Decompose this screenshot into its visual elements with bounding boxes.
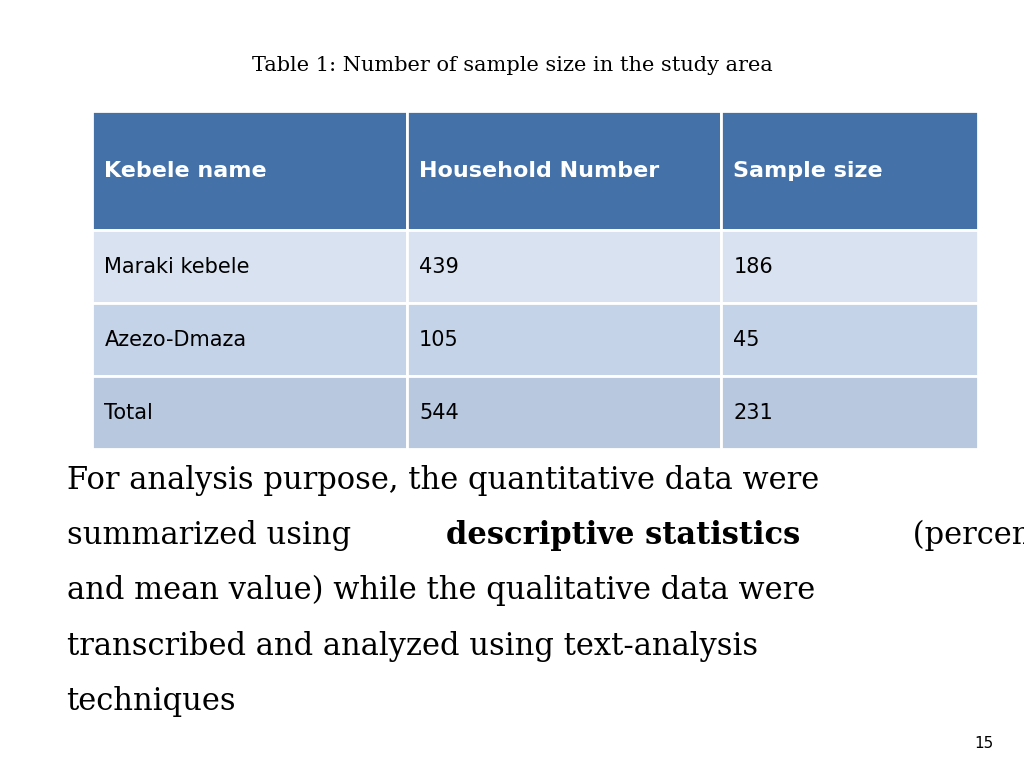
Text: Household Number: Household Number xyxy=(419,161,659,181)
Bar xyxy=(407,303,721,376)
Bar xyxy=(407,230,721,303)
Text: Azezo-Dmaza: Azezo-Dmaza xyxy=(104,329,247,350)
Text: 439: 439 xyxy=(419,257,459,277)
Bar xyxy=(92,376,407,449)
Bar xyxy=(721,303,978,376)
Text: 45: 45 xyxy=(733,329,760,350)
Bar xyxy=(92,111,407,230)
Text: Total: Total xyxy=(104,402,154,423)
Bar xyxy=(721,230,978,303)
Text: (percentage: (percentage xyxy=(903,520,1024,551)
Text: 231: 231 xyxy=(733,402,773,423)
Bar xyxy=(407,376,721,449)
Text: Kebele name: Kebele name xyxy=(104,161,267,181)
Bar xyxy=(721,111,978,230)
Text: summarized using: summarized using xyxy=(67,520,360,551)
Text: 105: 105 xyxy=(419,329,459,350)
Text: Sample size: Sample size xyxy=(733,161,883,181)
Text: Maraki kebele: Maraki kebele xyxy=(104,257,250,277)
Bar xyxy=(92,230,407,303)
Text: transcribed and analyzed using text-analysis: transcribed and analyzed using text-anal… xyxy=(67,631,758,661)
Text: 186: 186 xyxy=(733,257,773,277)
Text: descriptive statistics: descriptive statistics xyxy=(445,520,800,551)
Text: and mean value) while the qualitative data were: and mean value) while the qualitative da… xyxy=(67,575,815,607)
Bar xyxy=(407,111,721,230)
Text: techniques: techniques xyxy=(67,686,237,717)
Bar xyxy=(92,303,407,376)
Text: For analysis purpose, the quantitative data were: For analysis purpose, the quantitative d… xyxy=(67,465,819,495)
Bar xyxy=(721,376,978,449)
Text: 15: 15 xyxy=(974,736,993,751)
Text: Table 1: Number of sample size in the study area: Table 1: Number of sample size in the st… xyxy=(252,56,772,74)
Text: 544: 544 xyxy=(419,402,459,423)
